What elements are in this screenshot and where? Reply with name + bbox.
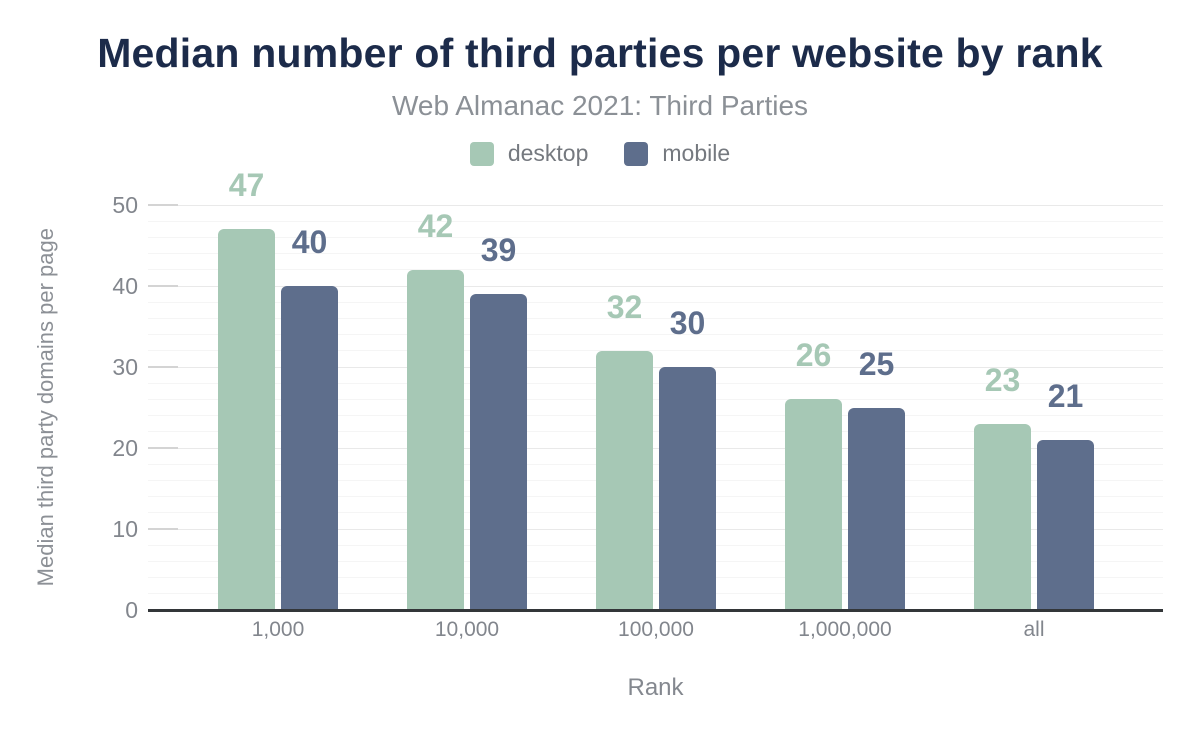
chart-legend: desktop mobile [0, 140, 1200, 167]
major-gridline [148, 447, 1163, 449]
minor-gridline [148, 398, 1163, 400]
bar-value-label-mobile-1000: 40 [291, 224, 328, 260]
bar-value-label-desktop-all: 23 [984, 361, 1021, 398]
major-gridline [148, 366, 1163, 368]
x-tick-label: 10,000 [434, 618, 500, 641]
minor-gridline [148, 463, 1163, 465]
bar-value-label-desktop-1000: 47 [228, 167, 265, 204]
x-tick-label: 1,000 [251, 618, 305, 641]
y-tick-label: 0 [125, 597, 138, 623]
minor-gridline [148, 334, 1163, 336]
major-gridline [148, 204, 1163, 206]
minor-gridline [148, 236, 1163, 238]
y-tick-label: 10 [112, 516, 138, 542]
bar-desktop-10000 [407, 269, 464, 610]
minor-gridline [148, 544, 1163, 546]
bar-desktop-1000000 [785, 399, 842, 610]
chart-subtitle: Web Almanac 2021: Third Parties [391, 90, 809, 121]
x-axis-title: Rank [627, 674, 684, 701]
y-tick-mark [148, 447, 178, 449]
legend-label-desktop: desktop [507, 140, 589, 166]
chart-title: Median number of third parties per websi… [97, 30, 1103, 76]
y-tick-label: 30 [112, 354, 138, 380]
minor-gridline [148, 317, 1163, 319]
y-axis-title-wrap: Median third party domains per page [24, 205, 68, 610]
minor-gridline [148, 269, 1163, 271]
bar-desktop-1000 [218, 229, 275, 610]
bar-value-label-mobile-all: 21 [1047, 377, 1084, 414]
minor-gridline [148, 220, 1163, 222]
bar-mobile-all [1037, 439, 1094, 610]
bar-value-label-desktop-1000000: 26 [795, 337, 832, 374]
minor-gridline [148, 577, 1163, 579]
minor-gridline [148, 431, 1163, 433]
plot-area: 47 40 42 39 32 30 26 25 23 21 [148, 169, 1163, 612]
minor-gridline [148, 479, 1163, 481]
major-gridline [148, 528, 1163, 530]
legend-item-mobile: mobile [624, 140, 730, 167]
bar-value-label-mobile-10000: 39 [480, 232, 517, 269]
bar-value-label-desktop-10000: 42 [417, 207, 454, 244]
minor-gridline [148, 512, 1163, 514]
y-tick-mark [148, 528, 178, 530]
bar-value-label-mobile-1000000: 25 [858, 345, 895, 382]
bar-mobile-10000 [470, 294, 527, 610]
y-tick-label: 50 [112, 192, 138, 218]
minor-gridline [148, 593, 1163, 595]
minor-gridline [148, 253, 1163, 255]
y-tick-label: 20 [112, 435, 138, 461]
legend-label-mobile: mobile [662, 140, 731, 166]
minor-gridline [148, 415, 1163, 417]
mobile-swatch-icon [624, 141, 649, 166]
bar-mobile-1000000 [848, 407, 905, 610]
y-tick-label: 40 [112, 273, 138, 299]
x-tick-label: 100,000 [618, 618, 694, 641]
major-gridline [148, 285, 1163, 287]
legend-item-desktop: desktop [469, 140, 589, 167]
minor-gridline [148, 301, 1163, 303]
minor-gridline [148, 496, 1163, 498]
bar-value-label-mobile-100000: 30 [669, 305, 706, 341]
bar-mobile-1000 [281, 286, 338, 610]
x-axis-line [148, 609, 1163, 612]
bar-value-label-desktop-100000: 32 [606, 288, 643, 325]
y-tick-mark [148, 204, 178, 206]
y-tick-mark [148, 285, 178, 287]
bar-desktop-all [974, 423, 1031, 610]
bar-desktop-100000 [596, 350, 653, 610]
minor-gridline [148, 560, 1163, 562]
minor-gridline [148, 382, 1163, 384]
y-axis-title: Median third party domains per page [33, 228, 58, 587]
x-tick-label: 1,000,000 [798, 618, 892, 641]
x-tick-label: all [1023, 618, 1045, 641]
y-tick-mark [148, 366, 178, 368]
desktop-swatch-icon [469, 141, 494, 166]
minor-gridline [148, 350, 1163, 352]
bar-mobile-100000 [659, 367, 716, 610]
